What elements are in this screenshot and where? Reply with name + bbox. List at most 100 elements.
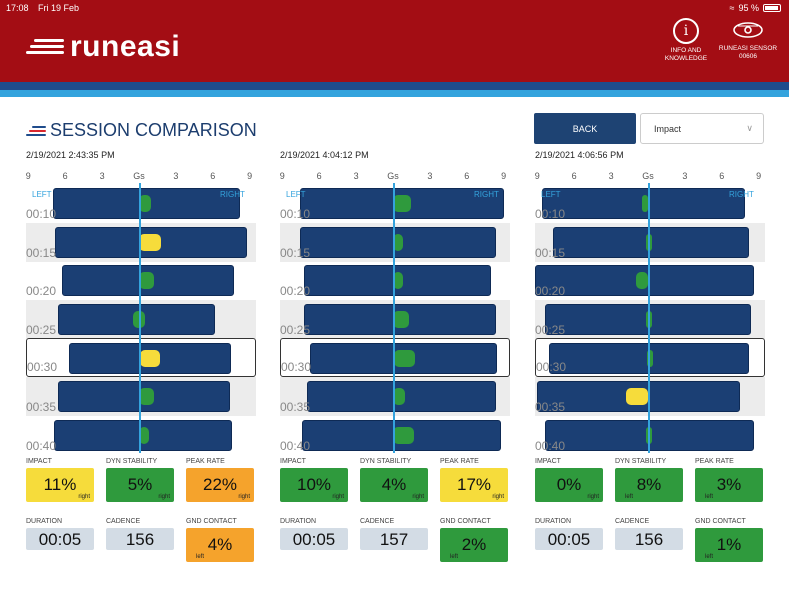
session-row[interactable]: 00:30 — [535, 338, 765, 378]
metric-dyn-stability: DYN STABILITY 4% right — [360, 458, 428, 502]
asymmetry-marker — [139, 272, 154, 290]
metric-dyn-stability: DYN STABILITY 8% left — [615, 458, 683, 502]
row-time-label: 00:20 — [535, 284, 566, 299]
row-time-label: 00:10 — [26, 207, 57, 221]
metric-label: CADENCE — [615, 518, 650, 525]
metric-value-box: 17% right — [440, 468, 508, 502]
right-side-label: RIGHT — [220, 190, 245, 199]
status-right: ≈ 95 % — [730, 3, 781, 13]
metric-value-box: 00:05 — [535, 528, 603, 550]
metric-side-label: left — [705, 494, 714, 500]
session-row[interactable]: 00:35 — [26, 377, 256, 416]
session-row[interactable]: 00:40 — [280, 416, 510, 455]
metric-side-label: right — [587, 494, 599, 500]
status-date: Fri 19 Feb — [38, 3, 80, 13]
row-time-label: 00:15 — [280, 245, 311, 260]
session-row[interactable]: 00:10 — [26, 184, 256, 223]
row-time-label: 00:30 — [536, 360, 567, 375]
row-time-label: 00:35 — [280, 400, 311, 414]
row-time-label: 00:40 — [535, 438, 566, 453]
metric-label: GND CONTACT — [695, 518, 746, 525]
session-row[interactable]: 00:35 — [535, 377, 765, 416]
title-lines-icon — [26, 125, 46, 136]
session-row[interactable]: 00:20 — [280, 261, 510, 300]
metric-side-label: right — [78, 494, 90, 500]
metric-label: DURATION — [280, 518, 317, 525]
runeasi-sensor-button[interactable]: RUNEASI SENSOR 00606 — [716, 18, 780, 61]
right-side-label: RIGHT — [729, 190, 754, 199]
session-row[interactable]: 00:35 — [280, 377, 510, 416]
row-time-label: 00:40 — [26, 438, 57, 453]
metric-side-label: left — [705, 554, 714, 560]
session-row[interactable]: 00:40 — [26, 416, 256, 455]
session-row[interactable]: 00:10 — [280, 184, 510, 223]
session-row[interactable]: 00:30 — [280, 338, 510, 378]
scale-tick-label: 9 — [25, 171, 31, 181]
metric-value-box: 00:05 — [26, 528, 94, 550]
metric-value: 17% — [456, 475, 492, 494]
session-row[interactable]: 00:20 — [534, 261, 765, 300]
scale-tick-label: 9 — [534, 171, 540, 181]
metric-value: 10% — [296, 475, 332, 494]
session-row[interactable]: 00:25 — [26, 299, 256, 339]
scale-tick-label: 3 — [173, 171, 179, 181]
session-column: 2/19/2021 4:04:12 PM 9 6 3 Gs 3 6 9 00:10 00:15 00… — [280, 148, 520, 588]
asymmetry-marker — [139, 426, 149, 444]
metric-value: 11% — [43, 475, 77, 494]
info-button-label: INFO AND KNOWLEDGE — [664, 47, 708, 62]
scale-tick-label: 6 — [571, 171, 577, 181]
metric-label: DYN STABILITY — [106, 458, 158, 465]
session-row[interactable]: 00:15 — [280, 222, 510, 262]
metric-label: DYN STABILITY — [360, 458, 412, 465]
center-zero-line — [393, 183, 395, 453]
row-time-label: 00:15 — [26, 245, 57, 260]
scale-tick-label: 6 — [210, 171, 216, 181]
metric-value-box: 4% right — [360, 468, 428, 502]
sensor-id: 00606 — [738, 53, 758, 60]
metric-value: 22% — [202, 475, 238, 494]
metric-value: 4% — [207, 535, 233, 554]
metric-peak-rate: PEAK RATE 3% left — [695, 458, 763, 502]
session-row[interactable]: 00:10 — [535, 184, 765, 223]
app-header: runeasi i INFO AND KNOWLEDGE RUNEASI SEN… — [0, 16, 789, 82]
metric-side-label: right — [238, 494, 250, 500]
metric-value-box: 0% right — [535, 468, 603, 502]
info-and-knowledge-button[interactable]: i INFO AND KNOWLEDGE — [660, 18, 712, 63]
metric-value-box: 4% left — [186, 528, 254, 562]
battery-level: 95 % — [738, 3, 759, 13]
back-button[interactable]: BACK — [534, 113, 636, 144]
metric-value: 2% — [461, 535, 487, 554]
asymmetry-marker — [393, 388, 406, 405]
row-time-label: 00:40 — [280, 438, 311, 453]
asymmetry-marker — [139, 195, 152, 212]
session-row[interactable]: 00:25 — [280, 299, 510, 339]
session-row[interactable]: 00:30 — [26, 338, 256, 378]
metric-select[interactable]: Impact ∨ — [640, 113, 764, 144]
metric-value: 00:05 — [292, 530, 336, 549]
session-column: 2/19/2021 2:43:35 PM 9 6 3 Gs 3 6 9 00:10 00:15 00… — [26, 148, 266, 588]
metric-cadence: CADENCE 156 — [615, 518, 683, 550]
metric-label: PEAK RATE — [440, 458, 479, 465]
row-time-label: 00:25 — [535, 322, 566, 337]
session-row[interactable]: 00:15 — [535, 222, 765, 262]
scale-tick-label: 3 — [427, 171, 433, 181]
metric-label: DURATION — [535, 518, 572, 525]
metric-label: IMPACT — [535, 458, 561, 465]
left-side-label: LEFT — [32, 190, 52, 199]
metric-value-box: 3% left — [695, 468, 763, 502]
metric-label: GND CONTACT — [440, 518, 491, 525]
metric-gnd-contact: GND CONTACT 4% left — [186, 518, 254, 562]
row-time-label: 00:20 — [280, 284, 311, 299]
session-row[interactable]: 00:40 — [535, 416, 765, 455]
session-row[interactable]: 00:15 — [26, 222, 256, 262]
scale-tick-label: 9 — [501, 171, 507, 181]
session-row[interactable]: 00:25 — [535, 299, 765, 339]
row-time-label: 00:15 — [535, 245, 566, 260]
asymmetry-marker — [393, 310, 409, 328]
asymmetry-marker — [635, 272, 648, 290]
scale-tick-label: 3 — [608, 171, 614, 181]
session-row[interactable]: 00:20 — [26, 261, 256, 300]
asymmetry-marker — [393, 426, 414, 444]
metric-side-label: right — [412, 494, 424, 500]
metric-value: 157 — [379, 530, 409, 549]
